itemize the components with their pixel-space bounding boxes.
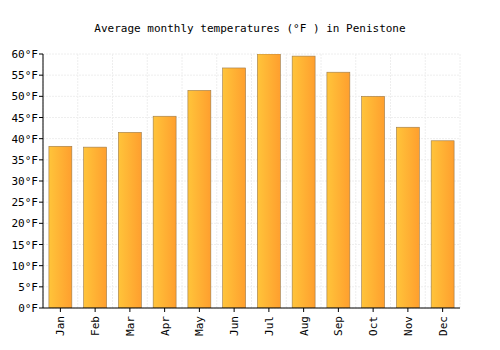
x-axis: Jan Feb Mar Apr May Jun Jul Aug Sep Oct Nov Dec [54,308,449,336]
y-tick [39,54,43,55]
x-axis-line [43,308,460,309]
grid-line-vertical [43,54,44,308]
x-tick [407,308,408,312]
y-tick-label: 5°F [18,281,38,294]
y-tick-label: 20°F [12,217,39,230]
y-tick-label: 45°F [12,112,39,125]
y-tick [39,308,43,309]
y-tick [39,202,43,203]
bar [223,68,246,308]
y-tick [39,138,43,139]
background [0,0,500,350]
x-tick [60,308,61,312]
y-tick-label: 10°F [12,260,39,273]
x-tick [268,308,269,312]
grid-line [43,96,460,97]
grid-line [43,75,460,76]
bar [396,127,419,308]
bar [188,90,211,308]
y-tick [39,223,43,224]
y-tick [39,181,43,182]
y-axis: 0°F 5°F 10°F 15°F 20°F 25°F 30°F 35°F 40°F 45°F 50… [12,48,44,315]
grid-line [43,117,460,118]
x-tick-label: May [193,316,206,336]
y-tick [39,286,43,287]
bar [49,146,72,308]
y-tick-label: 60°F [12,48,39,61]
x-tick [303,308,304,312]
grid-line-vertical [390,54,391,308]
y-tick-label: 25°F [12,196,39,209]
y-tick [39,75,43,76]
bar [118,132,141,308]
bar [84,147,107,308]
y-tick-label: 15°F [12,239,39,252]
bar [362,96,385,308]
x-tick [373,308,374,312]
y-tick [39,117,43,118]
y-tick [39,96,43,97]
x-tick [234,308,235,312]
y-tick-label: 55°F [12,69,39,82]
x-tick-label: Feb [89,316,102,336]
x-tick-label: Apr [159,316,172,336]
x-tick [442,308,443,312]
y-axis-line [43,54,44,308]
y-tick-label: 0°F [18,302,38,315]
y-tick-label: 30°F [12,175,39,188]
x-tick [95,308,96,312]
bar [257,54,280,308]
x-tick-label: Nov [402,316,415,336]
grid-line [43,308,460,309]
y-tick-label: 40°F [12,133,39,146]
x-tick-label: Jan [54,316,67,336]
y-tick [39,265,43,266]
x-tick [164,308,165,312]
x-tick-label: Aug [298,316,311,336]
x-tick [199,308,200,312]
x-tick-label: Sep [332,316,345,336]
title: Average monthly temperatures (°F ) in Pe… [94,22,405,35]
x-tick-label: Mar [124,316,137,336]
bar [431,141,454,308]
grid [43,54,460,308]
y-tick-label: 50°F [12,90,39,103]
x-tick [338,308,339,312]
x-tick-label: Jul [263,316,276,336]
x-tick [129,308,130,312]
x-tick-label: Jun [228,316,241,336]
x-tick-label: Oct [367,316,380,336]
grid-line [43,54,460,55]
y-tick [39,244,43,245]
chart: Average monthly temperatures (°F ) in Pe… [0,0,500,350]
bar [327,72,350,308]
y-tick-label: 35°F [12,154,39,167]
x-tick-label: Dec [437,316,450,336]
y-tick [39,159,43,160]
bars [49,54,454,308]
bar [292,56,315,308]
bar [153,116,176,308]
